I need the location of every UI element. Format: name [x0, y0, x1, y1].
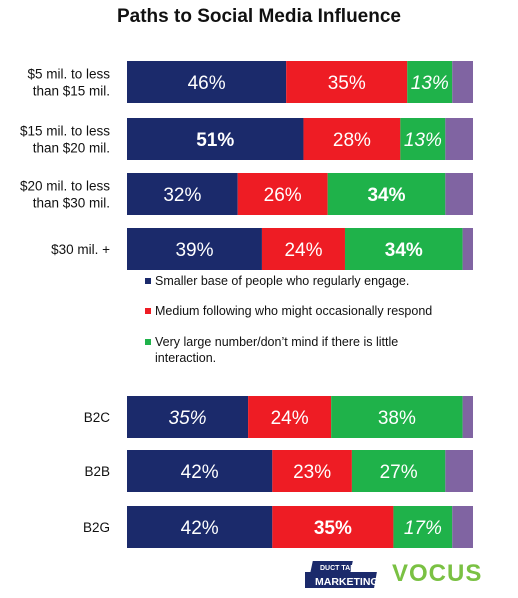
data-label: 26% [264, 185, 302, 206]
data-label: 13% [411, 73, 449, 94]
bar-segment [351, 450, 446, 492]
bar-segment [303, 118, 401, 160]
legend-entry: Very large number/don’t mind if there is… [155, 335, 398, 365]
data-label: 42% [181, 518, 219, 539]
data-label: 34% [385, 240, 423, 261]
legend-swatch [145, 308, 151, 314]
bar-segment [237, 173, 328, 215]
logos: DUCT TAPE MARKETING VOCUS [300, 558, 500, 594]
data-label: 35% [314, 518, 352, 539]
data-label: 24% [284, 240, 322, 261]
legend-entry: Medium following who might occasionally … [155, 304, 432, 318]
data-label: 35% [328, 73, 366, 94]
category-label: B2G [83, 520, 110, 535]
bar-segment [393, 506, 453, 548]
data-label: 34% [367, 185, 405, 206]
bar-segment [127, 173, 238, 215]
bar-segment [462, 396, 473, 438]
duct-tape-marketing-logo: DUCT TAPE MARKETING [305, 561, 379, 588]
bar-segment [127, 396, 249, 438]
bar-segment [261, 228, 345, 270]
bar-segment [400, 118, 446, 160]
bar-segment [445, 173, 473, 215]
category-label: B2C [84, 410, 111, 425]
data-label: 46% [188, 73, 226, 94]
bar-segment [344, 228, 463, 270]
data-label: 38% [378, 408, 416, 429]
bar-segment [272, 450, 352, 492]
legend-swatch [145, 278, 151, 284]
data-label: 39% [175, 240, 213, 261]
category-label: $5 mil. to less than $15 mil. [27, 67, 110, 99]
bar-segment [127, 228, 262, 270]
data-label: 42% [181, 462, 219, 483]
data-label: 51% [196, 130, 234, 151]
bar-segment [127, 506, 273, 548]
category-label: B2B [84, 464, 110, 479]
data-label: 24% [271, 408, 309, 429]
bar-segment [407, 61, 453, 103]
bar-segment [127, 118, 304, 160]
bar-segment [452, 506, 473, 548]
bar-segment [127, 450, 273, 492]
svg-text:MARKETING: MARKETING [315, 576, 379, 588]
bar-segment [462, 228, 473, 270]
data-label: 32% [163, 185, 201, 206]
chart-title: Paths to Social Media Influence [116, 6, 401, 27]
bar-segment [327, 173, 446, 215]
data-label: 23% [293, 462, 331, 483]
data-label: 17% [404, 518, 442, 539]
category-label: $20 mil. to less than $30 mil. [20, 179, 110, 211]
bar-segment [452, 61, 473, 103]
bar-segment [331, 396, 463, 438]
bar-segment [127, 61, 287, 103]
legend-swatch [145, 339, 151, 345]
bar-segment [248, 396, 332, 438]
data-label: 27% [380, 462, 418, 483]
svg-text:DUCT TAPE: DUCT TAPE [320, 565, 360, 572]
bar-segment [445, 450, 473, 492]
data-label: 35% [169, 408, 207, 429]
data-label: 13% [404, 130, 442, 151]
vocus-logo: VOCUS [392, 560, 483, 587]
category-label: $30 mil. + [51, 242, 110, 257]
data-label: 28% [333, 130, 371, 151]
legend-entry: Smaller base of people who regularly eng… [155, 274, 409, 288]
category-label: $15 mil. to less than $20 mil. [20, 124, 110, 156]
bar-segment [445, 118, 473, 160]
bar-segment [272, 506, 394, 548]
bar-segment [286, 61, 408, 103]
